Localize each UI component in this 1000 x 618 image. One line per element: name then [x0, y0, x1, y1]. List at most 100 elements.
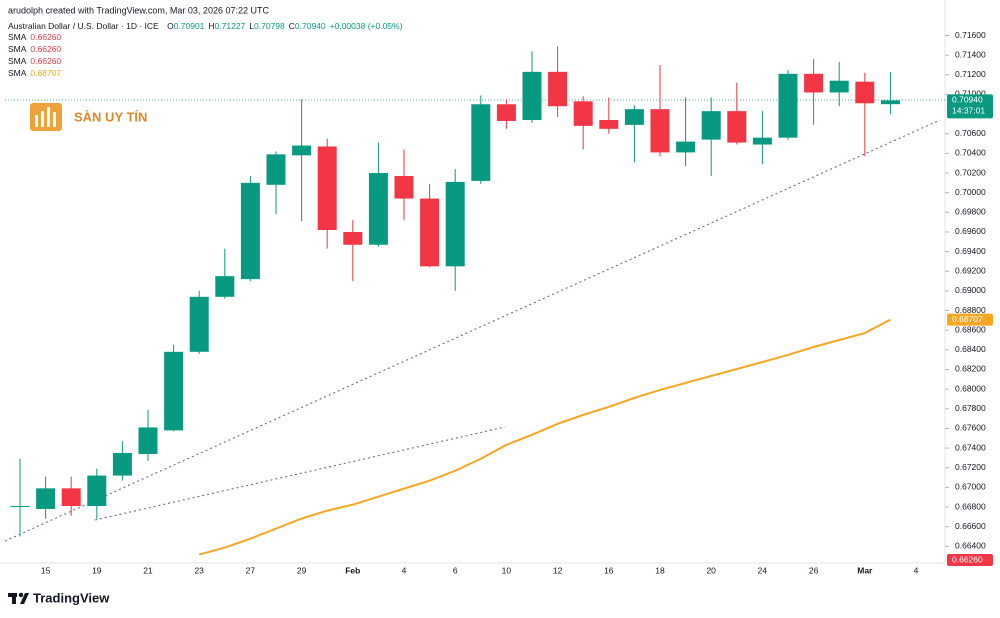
y-tick-label: 0.68600 [955, 324, 986, 334]
y-tick-label: 0.71600 [955, 30, 986, 40]
brand-logo [8, 592, 29, 604]
indicator-legend: SMA 0.66260 [8, 56, 61, 66]
indicator-name: SMA [8, 44, 27, 54]
indicator-legend: SMA 0.68707 [8, 68, 61, 78]
ohlc-value: 0.70940 [295, 21, 326, 31]
y-tick-label: 0.67600 [955, 423, 986, 433]
y-tick-label: 0.70000 [955, 187, 986, 197]
y-tick-label: 0.69000 [955, 285, 986, 295]
candle-body [445, 181, 465, 267]
candle-body [61, 488, 81, 507]
candle-body [164, 351, 184, 431]
x-tick-label: Mar [857, 565, 873, 575]
x-tick-label: 19 [92, 565, 102, 575]
price-label: 0.68707 [952, 314, 983, 324]
price-label: 0.66260 [952, 554, 983, 564]
x-tick-label: 4 [402, 565, 407, 575]
y-tick-label: 0.70400 [955, 148, 986, 158]
trend-line [4, 119, 941, 542]
x-tick-label: Feb [345, 565, 360, 575]
watermark: SÀN UY TÍN [74, 109, 147, 124]
y-tick-label: 0.71400 [955, 49, 986, 59]
y-tick-label: 0.67400 [955, 442, 986, 452]
symbol-legend: Australian Dollar / U.S. Dollar · 1D · I… [8, 21, 403, 31]
candle-body [880, 100, 900, 105]
y-tick-label: 0.68000 [955, 383, 986, 393]
y-tick-label: 0.69600 [955, 226, 986, 236]
x-tick-label: 27 [246, 565, 256, 575]
ohlc-key: L [249, 21, 254, 31]
candle-body [804, 73, 824, 93]
y-tick-label: 0.71000 [955, 89, 986, 99]
x-tick-label: 6 [453, 565, 458, 575]
candle-body [496, 104, 516, 121]
price-label: 0.70940 [952, 95, 983, 105]
candle-body [240, 182, 260, 280]
y-tick-label: 0.67800 [955, 403, 986, 413]
candle-body [138, 427, 158, 454]
indicator-name: SMA [8, 68, 27, 78]
x-tick-label: 10 [502, 565, 512, 575]
x-tick-label: 29 [297, 565, 307, 575]
x-tick-label: 12 [553, 565, 563, 575]
ohlc-key: C [289, 21, 295, 31]
trend-line [94, 426, 506, 521]
symbol-title: Australian Dollar / U.S. Dollar · 1D · I… [8, 21, 159, 31]
y-tick-label: 0.69800 [955, 207, 986, 217]
y-tick-label: 0.66600 [955, 521, 986, 531]
ohlc-key: O [167, 21, 174, 31]
price-label-box [947, 94, 993, 119]
candle-body [10, 506, 30, 508]
change: +0.00038 (+0.05%) [330, 21, 403, 31]
candle-body [471, 104, 491, 181]
y-tick-label: 0.67200 [955, 462, 986, 472]
candle-body [778, 73, 798, 138]
candle-body [829, 80, 849, 93]
y-tick-label: 0.70600 [955, 128, 986, 138]
countdown: 14:37:01 [952, 106, 985, 116]
x-tick-label: 4 [914, 565, 919, 575]
indicator-value: 0.66260 [30, 32, 61, 42]
watermark-logo [30, 103, 62, 131]
x-tick-label: 26 [809, 565, 819, 575]
candle-body [855, 81, 875, 104]
price-label-box [947, 313, 993, 326]
candle-body [676, 141, 696, 153]
candle-body [727, 111, 747, 143]
candle-body [36, 488, 56, 509]
attribution: arudolph created with TradingView.com, M… [8, 5, 269, 15]
candle-body [266, 154, 286, 185]
y-tick-label: 0.66400 [955, 541, 986, 551]
indicator-name: SMA [8, 56, 27, 66]
y-tick-label: 0.69400 [955, 246, 986, 256]
candle-body [650, 109, 670, 153]
x-tick-label: 18 [655, 565, 665, 575]
candle-body [522, 71, 542, 120]
indicator-value: 0.66260 [30, 44, 61, 54]
x-tick-label: 15 [41, 565, 51, 575]
y-tick-label: 0.71200 [955, 69, 986, 79]
candle-body [317, 146, 337, 230]
candle-body [368, 173, 388, 245]
indicator-legend: SMA 0.66260 [8, 44, 61, 54]
candle-body [394, 175, 414, 199]
y-tick-label: 0.69200 [955, 266, 986, 276]
indicator-value: 0.66260 [30, 56, 61, 66]
candle-body [752, 137, 772, 145]
candle-body [701, 111, 721, 140]
y-tick-label: 0.68200 [955, 364, 986, 374]
candle-body [548, 71, 568, 107]
ohlc-key: H [208, 21, 214, 31]
indicator-legend: SMA 0.66260 [8, 32, 61, 42]
brand: TradingView [33, 590, 110, 605]
candle-body [573, 101, 593, 126]
candle-body [343, 231, 363, 245]
indicator-value: 0.68707 [30, 68, 61, 78]
candle-body [215, 276, 235, 297]
candle-body [112, 452, 132, 476]
y-tick-label: 0.67000 [955, 482, 986, 492]
y-tick-label: 0.66800 [955, 501, 986, 511]
ohlc-value: 0.70901 [174, 21, 205, 31]
